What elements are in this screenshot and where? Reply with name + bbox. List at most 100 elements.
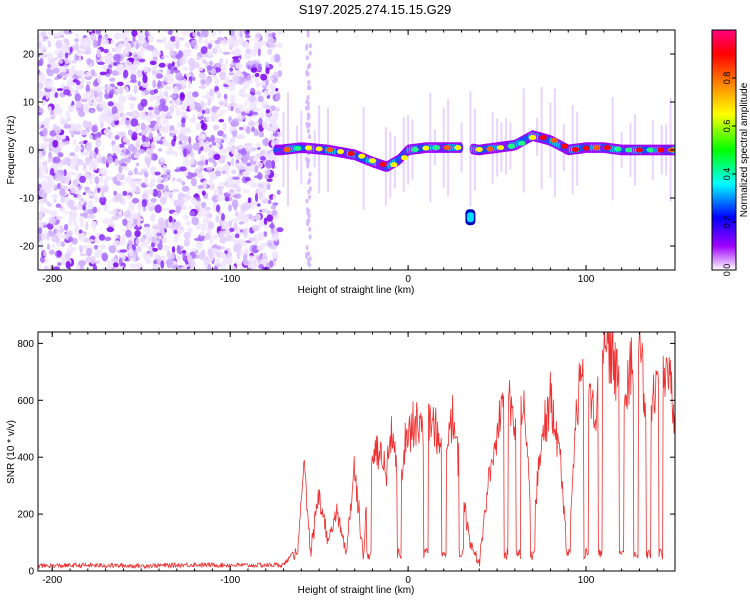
heatmap-noise-cell	[307, 257, 311, 263]
heatmap-noise-cell	[159, 157, 165, 163]
heatmap-noise-cell	[94, 157, 98, 162]
heatmap-noise-cell	[195, 122, 203, 129]
heatmap-noise-cell	[272, 202, 279, 206]
heatmap-noise-cell	[228, 80, 235, 89]
heatmap-noise-cell	[171, 188, 179, 193]
heatmap-ridge-peak	[358, 153, 366, 159]
heatmap-noise-cell	[79, 253, 88, 257]
heatmap-noise-cell	[94, 165, 98, 171]
spectrogram-x-tick-label: -100	[220, 274, 240, 285]
heatmap-noise-cell	[108, 68, 113, 75]
heatmap-noise-cell	[39, 57, 44, 66]
heatmap-noise-cell	[147, 35, 154, 43]
heatmap-noise-cell	[201, 95, 208, 99]
heatmap-noise-cell	[248, 237, 255, 242]
spectrogram-y-axis-label: Frequency (Hz)	[6, 116, 17, 185]
heatmap-noise-cell	[71, 158, 79, 163]
heatmap-noise-cell	[200, 46, 208, 54]
heatmap-noise-cell	[100, 201, 106, 206]
heatmap-noise-cell	[253, 42, 258, 51]
heatmap-noise-cell	[164, 74, 171, 83]
heatmap-noise-cell	[122, 218, 128, 226]
heatmap-noise-cell	[64, 118, 69, 124]
heatmap-noise-cell	[228, 204, 232, 212]
heatmap-noise-cell	[125, 112, 133, 116]
heatmap-noise-cell	[149, 94, 154, 102]
heatmap-noise-cell	[123, 210, 132, 218]
heatmap-noise-cell	[181, 181, 186, 186]
heatmap-noise-cell	[245, 126, 251, 134]
heatmap-isolated-blob-core	[466, 212, 474, 223]
colorbar-tick-label: 0.6	[722, 120, 732, 133]
heatmap-noise-cell	[232, 75, 240, 84]
heatmap-noise-cell	[40, 196, 44, 205]
heatmap-noise-cell	[231, 169, 237, 175]
heatmap-noise-cell	[121, 113, 127, 121]
heatmap-noise-cell	[41, 142, 49, 149]
heatmap-noise-cell	[67, 105, 72, 110]
heatmap-noise-cell	[86, 58, 92, 65]
heatmap-noise-cell	[251, 74, 256, 78]
heatmap-noise-cell	[207, 263, 212, 270]
heatmap-noise-cell	[140, 122, 146, 131]
heatmap-noise-cell	[48, 249, 55, 255]
heatmap-noise-cell	[68, 217, 73, 226]
heatmap-noise-cell	[209, 180, 214, 189]
heatmap-noise-cell	[46, 78, 51, 82]
heatmap-noise-cell	[152, 188, 158, 197]
heatmap-noise-cell	[120, 166, 129, 171]
heatmap-noise-cell	[59, 226, 64, 234]
heatmap-noise-cell	[50, 110, 55, 115]
heatmap-noise-cell	[306, 101, 310, 106]
heatmap-noise-cell	[87, 192, 94, 197]
heatmap-noise-cell	[222, 122, 227, 131]
heatmap-ridge-peak	[433, 145, 441, 151]
heatmap-noise-cell	[100, 112, 106, 120]
heatmap-noise-cell	[305, 45, 309, 51]
heatmap-noise-cell	[53, 156, 61, 164]
heatmap-ridge-peak	[635, 147, 643, 153]
heatmap-noise-cell	[251, 259, 259, 266]
heatmap-noise-cell	[306, 122, 310, 128]
heatmap-noise-cell	[157, 51, 161, 56]
heatmap-noise-cell	[197, 164, 202, 170]
heatmap-noise-cell	[166, 258, 174, 267]
heatmap-noise-cell	[92, 264, 97, 270]
heatmap-noise-cell	[196, 106, 202, 113]
heatmap-noise-cell	[90, 109, 95, 114]
heatmap-noise-cell	[209, 88, 215, 97]
heatmap-noise-cell	[212, 204, 217, 212]
heatmap-noise-cell	[123, 146, 127, 153]
heatmap-noise-cell	[125, 119, 130, 126]
heatmap-noise-cell	[207, 147, 214, 153]
heatmap-noise-cell	[47, 31, 53, 35]
heatmap-noise-cell	[227, 105, 231, 111]
heatmap-noise-cell	[42, 35, 49, 40]
heatmap-noise-cell	[229, 127, 237, 131]
heatmap-noise-cell	[262, 79, 267, 86]
heatmap-noise-cell	[235, 245, 241, 252]
heatmap-noise-cell	[243, 170, 250, 178]
heatmap-noise-cell	[41, 54, 49, 58]
heatmap-noise-cell	[38, 120, 42, 129]
heatmap-noise-cell	[169, 49, 174, 57]
heatmap-noise-cell	[86, 247, 92, 257]
heatmap-noise-cell	[168, 215, 173, 223]
heatmap-noise-cell	[65, 252, 71, 260]
heatmap-noise-cell	[180, 111, 188, 115]
heatmap-noise-cell	[55, 39, 63, 49]
heatmap-noise-cell	[229, 227, 235, 233]
heatmap-noise-cell	[105, 39, 109, 46]
heatmap-noise-cell	[150, 213, 156, 223]
heatmap-noise-cell	[138, 58, 146, 63]
heatmap-noise-cell	[113, 190, 118, 196]
heatmap-noise-cell	[63, 38, 69, 43]
spectrogram-heatmap	[38, 30, 675, 270]
heatmap-noise-cell	[87, 214, 96, 219]
heatmap-noise-cell	[244, 34, 251, 39]
heatmap-noise-cell	[140, 32, 144, 38]
heatmap-noise-cell	[38, 183, 42, 189]
heatmap-noise-cell	[172, 86, 179, 95]
heatmap-noise-cell	[86, 81, 92, 85]
heatmap-noise-cell	[144, 178, 148, 186]
